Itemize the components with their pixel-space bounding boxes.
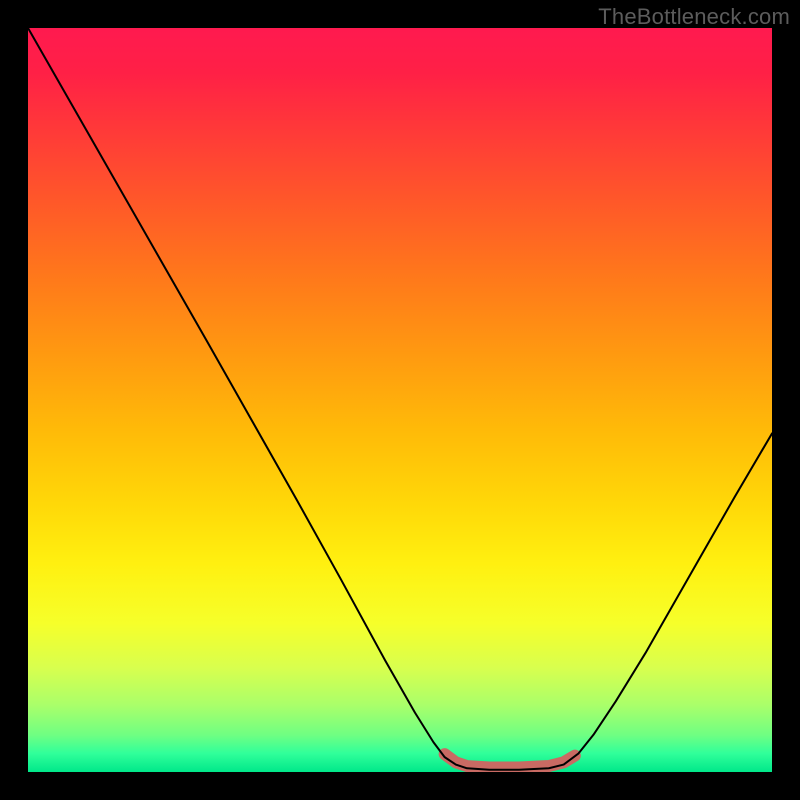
plot-area [28, 28, 772, 772]
canvas: TheBottleneck.com [0, 0, 800, 800]
chart-svg [28, 28, 772, 772]
watermark-text: TheBottleneck.com [598, 4, 790, 30]
bottleneck-curve [28, 28, 772, 770]
highlight-band [445, 754, 575, 767]
